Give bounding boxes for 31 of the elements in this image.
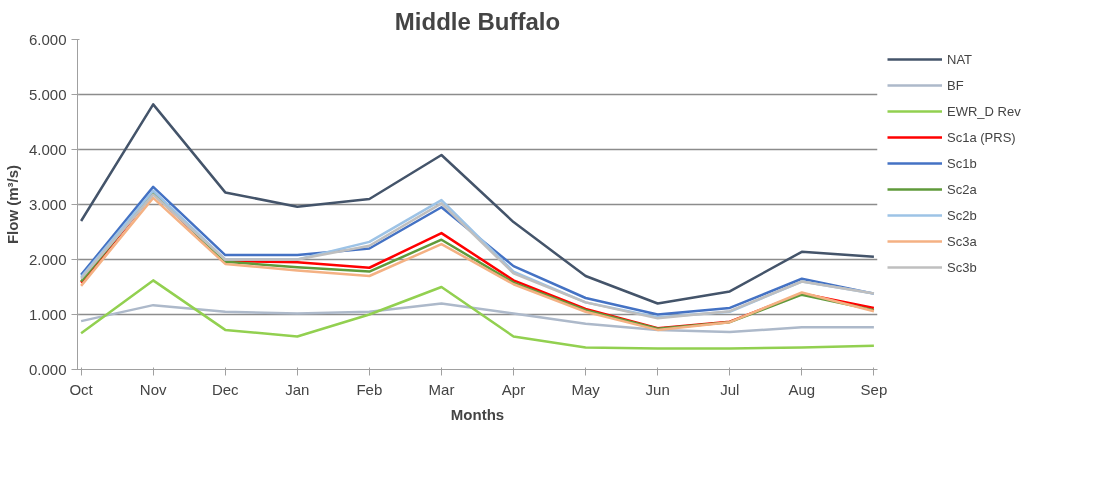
legend-label: Sc2b xyxy=(947,207,977,223)
y-axis-title: Flow (m³/s) xyxy=(3,164,21,245)
y-tick-label: 5.000 xyxy=(28,85,67,103)
x-tick-label: Feb xyxy=(356,380,383,398)
x-tick-label: May xyxy=(571,380,601,398)
y-tick-label: 3.000 xyxy=(28,195,67,213)
x-tick-label: Mar xyxy=(428,380,455,398)
legend-label: Sc2a xyxy=(947,181,977,197)
x-tick-label: Jul xyxy=(720,380,740,398)
x-tick-label: Sep xyxy=(860,380,888,398)
legend-label: Sc3b xyxy=(947,259,977,275)
legend-label: BF xyxy=(947,77,965,93)
legend-label: Sc1b xyxy=(947,155,977,171)
y-tick-label: 0.000 xyxy=(28,360,67,378)
chart-title: Middle Buffalo xyxy=(394,7,561,35)
x-tick-label: Nov xyxy=(139,380,168,398)
y-tick-label: 6.000 xyxy=(28,30,67,48)
y-tick-label: 1.000 xyxy=(28,305,67,323)
x-tick-label: Oct xyxy=(69,380,94,398)
legend-label: EWR_D Rev xyxy=(947,103,1021,119)
x-tick-label: Dec xyxy=(211,380,240,398)
y-tick-label: 2.000 xyxy=(28,250,67,268)
x-tick-label: Apr xyxy=(501,380,526,398)
legend-label: Sc3a xyxy=(947,233,977,249)
x-tick-label: Jun xyxy=(645,380,670,398)
x-tick-label: Jan xyxy=(285,380,310,398)
legend-label: NAT xyxy=(947,51,973,67)
y-tick-label: 4.000 xyxy=(28,140,67,158)
legend-label: Sc1a (PRS) xyxy=(947,129,1016,145)
x-tick-label: Aug xyxy=(788,380,816,398)
x-axis-title: Months xyxy=(450,405,505,423)
